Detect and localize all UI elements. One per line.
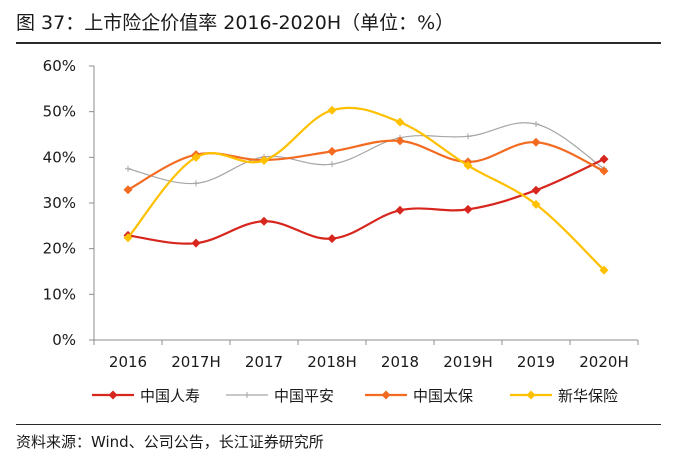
source-note: 资料来源：Wind、公司公告，长江证券研究所 <box>16 433 324 451</box>
legend-label: 新华保险 <box>558 387 618 405</box>
y-tick-label: 10% <box>43 285 76 303</box>
data-point <box>599 154 609 164</box>
x-tick-label: 2019H <box>443 353 492 371</box>
data-point <box>259 216 269 226</box>
y-tick-label: 0% <box>52 331 76 349</box>
data-point <box>327 234 337 244</box>
y-tick-label: 20% <box>43 240 76 258</box>
data-point <box>123 233 133 243</box>
source-rule <box>16 424 661 425</box>
x-tick-label: 2019 <box>517 353 555 371</box>
legend-item-2: 中国平安 <box>226 387 334 405</box>
x-tick-label: 2017H <box>171 353 220 371</box>
y-tick-label: 30% <box>43 194 76 212</box>
data-point <box>599 166 609 176</box>
y-tick-label: 50% <box>43 103 76 121</box>
data-point <box>327 105 337 115</box>
data-point <box>463 161 473 171</box>
page-title: 图 37：上市险企价值率 2016-2020H（单位：%） <box>16 12 455 34</box>
series-4 <box>123 105 609 275</box>
data-point <box>463 204 473 214</box>
data-point <box>191 152 201 162</box>
data-point <box>531 185 541 195</box>
y-tick-label: 40% <box>43 148 76 166</box>
x-tick-label: 2020H <box>579 353 628 371</box>
legend-label: 中国人寿 <box>140 387 200 405</box>
legend-marker <box>526 390 536 400</box>
data-point <box>531 137 541 147</box>
legend-marker <box>381 390 391 400</box>
data-point <box>395 117 405 127</box>
data-point <box>191 238 201 248</box>
data-point <box>395 205 405 215</box>
x-tick-label: 2016 <box>109 353 147 371</box>
x-tick-label: 2018 <box>381 353 419 371</box>
data-point <box>259 156 269 166</box>
x-tick-label: 2017 <box>245 353 283 371</box>
title-rule <box>16 42 661 44</box>
chart-axes: 0% 10% 20% 30% 40% 50% 60% 2016 2017H 2017 2018H 20… <box>43 57 639 371</box>
y-tick-label: 60% <box>43 57 76 75</box>
chart-series <box>123 105 609 275</box>
legend-item-4: 新华保险 <box>510 387 618 405</box>
data-point <box>395 136 405 146</box>
data-point <box>531 199 541 209</box>
legend-label: 中国太保 <box>413 387 473 405</box>
data-point <box>123 185 133 195</box>
data-point <box>327 146 337 156</box>
x-tick-label: 2018H <box>307 353 356 371</box>
legend-item-3: 中国太保 <box>365 387 473 405</box>
series-line <box>127 106 605 271</box>
legend-item-1: 中国人寿 <box>92 387 200 405</box>
legend-marker <box>108 390 118 400</box>
legend-label: 中国平安 <box>274 387 334 405</box>
chart-legend: 中国人寿 中国平安 中国太保 新华保险 <box>92 387 618 405</box>
data-point <box>599 265 609 275</box>
series-line <box>127 158 605 245</box>
